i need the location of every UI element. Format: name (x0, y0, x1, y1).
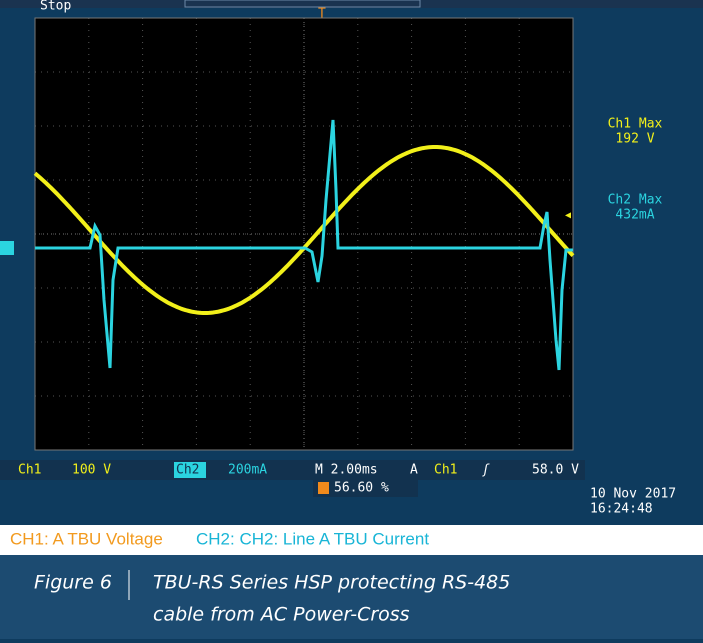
caption-box (0, 555, 703, 639)
caption-label: Figure 6 (34, 572, 112, 594)
ch2-max-label: Ch2 Max (608, 193, 663, 208)
legend-ch1: CH1: A TBU Voltage (10, 529, 163, 548)
trigger-level-marker: ◂ (565, 208, 571, 222)
trigger-slope: ʃ (482, 463, 490, 478)
ch1-max-label: Ch1 Max (608, 117, 663, 132)
ch2-max: 432mA (615, 208, 654, 223)
ch2-scale: 200mA (228, 463, 267, 478)
ch1-max: 192 V (615, 132, 654, 147)
trigger-position-icon (318, 482, 329, 494)
caption-line1: TBU-RS Series HSP protecting RS-485 (153, 572, 510, 594)
ch2-label: Ch2 (176, 463, 199, 478)
ch1-scale: 100 V (72, 463, 111, 478)
trigger-mode: A (410, 463, 418, 478)
timebase: M 2.00ms (315, 463, 378, 478)
date: 10 Nov 2017 (590, 487, 676, 502)
page: {"scope": {"status": "Stop", "readouts":… (0, 0, 703, 639)
time: 16:24:48 (590, 502, 653, 517)
legend-ch2: CH2: CH2: Line A TBU Current (196, 529, 429, 548)
ch2-ground-marker (0, 241, 14, 255)
ch1-label: Ch1 (18, 463, 41, 478)
caption-line2: cable from AC Power-Cross (153, 604, 410, 626)
status: Stop (40, 0, 71, 14)
figure: Stop T ◂ Ch1 Max 192 V Ch2 Max 432mA Ch1… (0, 0, 703, 639)
trigger-level: 58.0 V (532, 463, 579, 478)
trigger-source: Ch1 (434, 463, 457, 478)
trigger-position: 56.60 % (334, 481, 389, 496)
